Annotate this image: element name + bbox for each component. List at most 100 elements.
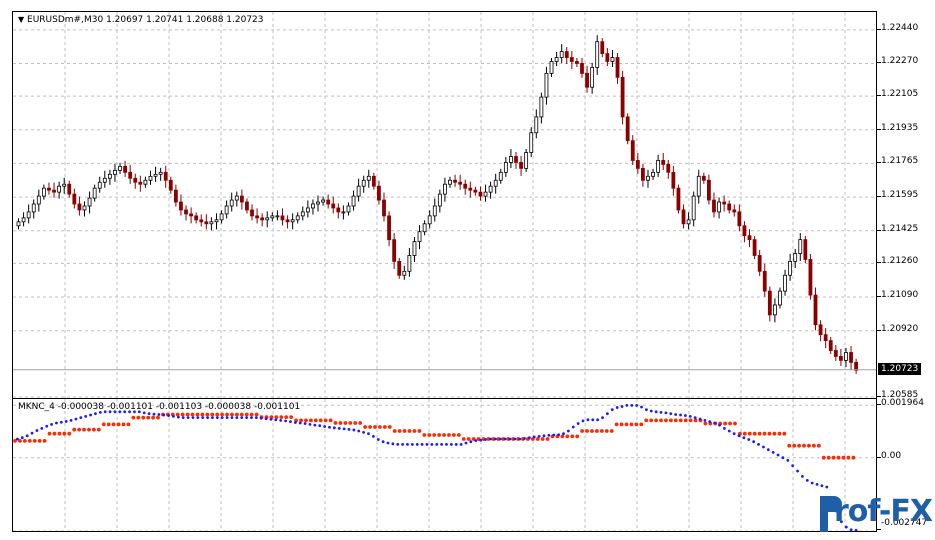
indicator-blue-dot [503, 437, 507, 441]
indicator-red-dot [742, 431, 747, 436]
price-tick-label: 1.21935 [881, 122, 919, 133]
candle-body [214, 219, 219, 223]
price-chart-pane[interactable] [12, 11, 877, 399]
indicator-red-dot [382, 425, 387, 429]
indicator-blue-dot [64, 420, 68, 423]
candle-body [265, 217, 270, 221]
indicator-blue-dot [289, 420, 292, 424]
indicator-blue-dot [133, 410, 136, 414]
candle-body [250, 209, 254, 217]
candle-body [87, 197, 92, 207]
indicator-blue-dot [698, 417, 702, 421]
indicator-blue-dot [157, 413, 161, 416]
indicator-tick-mark [877, 529, 881, 530]
indicator-blue-dot [176, 415, 180, 419]
indicator-red-dot [802, 443, 806, 448]
indicator-blue-dot [103, 410, 107, 414]
indicator-blue-dot [464, 441, 468, 445]
candle-body [234, 195, 239, 201]
indicator-red-dot [353, 421, 358, 425]
indicator-red-dot [304, 418, 308, 423]
indicator-blue-dot [284, 419, 288, 423]
candle-body [808, 259, 813, 296]
indicator-blue-dot [274, 418, 278, 422]
indicator-blue-dot [332, 426, 336, 430]
indicator-blue-dot [396, 442, 400, 446]
indicator-red-dot [96, 427, 101, 432]
candle-body [382, 199, 386, 217]
candle-body [844, 352, 848, 361]
candle-body [539, 96, 544, 118]
candle-body [47, 187, 51, 191]
indicator-red-dot [210, 412, 215, 417]
indicator-red-dot [437, 433, 442, 437]
indicator-red-dot [254, 412, 259, 417]
candle-body [326, 199, 331, 205]
indicator-red-dot [821, 455, 826, 460]
indicator-red-dot [451, 433, 456, 437]
candle-body [107, 173, 112, 179]
indicator-red-dot [752, 431, 757, 436]
candle-body [676, 187, 681, 211]
candle-body [229, 199, 234, 207]
indicator-red-dot [688, 418, 693, 423]
candle-body [448, 179, 452, 185]
indicator-blue-dot [581, 419, 585, 423]
indicator-blue-dot [386, 441, 390, 445]
indicator-blue-dot [172, 414, 175, 418]
candle-body [580, 63, 584, 74]
indicator-red-dot [412, 429, 417, 433]
candle-body [478, 191, 483, 197]
indicator-tick-label: 0.00 [881, 450, 902, 461]
candle-body [351, 195, 356, 207]
indicator-red-dot [693, 418, 698, 423]
indicator-red-dot [239, 412, 244, 417]
indicator-red-dot [279, 415, 284, 420]
candle-body [361, 179, 366, 187]
indicator-blue-dot [459, 442, 463, 446]
indicator-red-dot [826, 455, 831, 460]
collapse-arrow-icon[interactable]: ▼ [18, 15, 25, 24]
indicator-blue-dot [440, 442, 444, 446]
indicator-red-dot [62, 431, 67, 436]
indicator-red-dot [77, 427, 82, 432]
candle-body [194, 215, 199, 221]
indicator-blue-dot [781, 456, 785, 460]
candle-body [77, 203, 82, 211]
indicator-red-dot [545, 437, 550, 441]
indicator-red-dot [274, 415, 279, 420]
symbol-info: ▼ EURUSDm#,M30 1.20697 1.20741 1.20688 1… [18, 15, 264, 25]
candle-body [818, 324, 823, 336]
indicator-red-dot [318, 418, 323, 423]
indicator-red-dot [851, 455, 856, 460]
symbol-label: EURUSDm#,M30 [27, 15, 104, 25]
indicator-blue-dot [147, 412, 151, 416]
price-tick-label: 1.20585 [881, 390, 919, 400]
candle-body [173, 189, 178, 203]
indicator-red-dot [659, 418, 663, 423]
indicator-blue-dot [415, 442, 419, 446]
indicator-red-dot [82, 427, 86, 432]
indicator-axis[interactable]: 0.001964 0.00 -0.002747 [877, 398, 935, 532]
indicator-red-dot [368, 425, 372, 429]
indicator-red-dot [101, 422, 106, 427]
candle-body [798, 239, 803, 254]
candle-body [569, 57, 574, 62]
indicator-blue-dot [298, 421, 302, 425]
indicator-blue-dot [381, 440, 385, 444]
candle-body [158, 171, 163, 175]
indicator-blue-dot [654, 410, 658, 414]
indicator-red-dot [427, 433, 432, 437]
indicator-blue-dot [69, 418, 73, 422]
indicator-pane[interactable] [12, 398, 877, 532]
indicator-blue-dot [215, 416, 219, 420]
indicator-red-dot [797, 443, 801, 448]
indicator-red-dot [136, 415, 141, 420]
indicator-blue-dot [488, 437, 492, 441]
candle-body [346, 205, 351, 213]
candle-body [747, 235, 752, 241]
price-tick-mark [877, 329, 881, 331]
indicator-red-dot [560, 434, 565, 439]
price-axis[interactable]: 1.22440 1.22270 1.22105 1.21935 1.21765 1.215… [877, 11, 935, 400]
watermark-text: rof-FX [834, 494, 933, 529]
